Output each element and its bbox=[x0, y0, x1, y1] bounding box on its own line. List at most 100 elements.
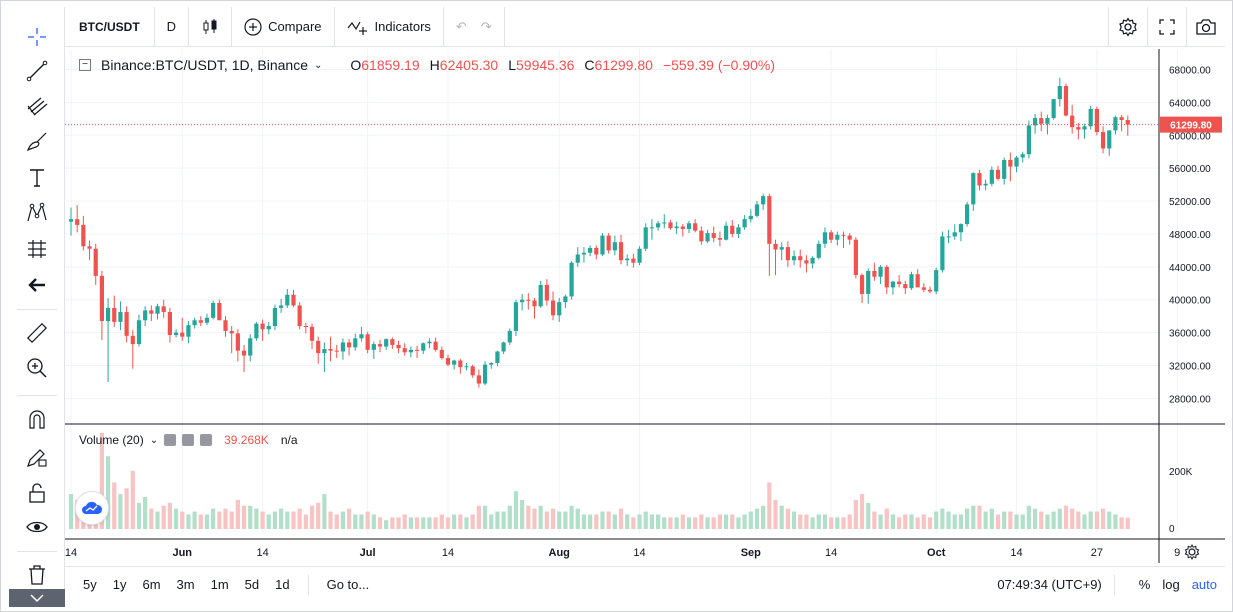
y-tick-label: 36000.00 bbox=[1169, 329, 1211, 340]
snapshot-button[interactable] bbox=[1186, 7, 1225, 47]
redo-icon[interactable]: ↷ bbox=[480, 18, 492, 34]
volume-bar bbox=[112, 482, 117, 529]
last-price-label-bg bbox=[1160, 116, 1222, 133]
range-1y[interactable]: 1y bbox=[112, 577, 127, 592]
open-value: 61859.19 bbox=[361, 57, 420, 73]
close-icon[interactable] bbox=[200, 434, 213, 446]
settings-button[interactable] bbox=[1108, 7, 1147, 47]
series-title[interactable]: Binance:BTC/USDT, 1D, Binance bbox=[101, 57, 308, 73]
candle-body bbox=[946, 236, 951, 238]
candle-body bbox=[965, 204, 970, 225]
volume-bar bbox=[433, 517, 438, 529]
candle-body bbox=[241, 350, 247, 356]
magnet-tool[interactable] bbox=[9, 403, 65, 435]
visibility-tool[interactable] bbox=[9, 511, 65, 543]
volume-legend: Volume (20) ⌄ 39.268K n/a bbox=[79, 433, 298, 447]
brush-tool[interactable] bbox=[9, 125, 65, 157]
volume-bar bbox=[897, 517, 902, 529]
candle-body bbox=[532, 300, 537, 307]
range-1m[interactable]: 1m bbox=[210, 577, 229, 592]
volume-bar bbox=[136, 502, 142, 529]
range-5d[interactable]: 5d bbox=[244, 577, 260, 592]
log-toggle[interactable]: log bbox=[1162, 577, 1180, 592]
candle-body bbox=[927, 289, 933, 292]
chevron-down-icon[interactable]: ⌄ bbox=[149, 434, 159, 446]
prediction-tool[interactable] bbox=[9, 233, 65, 265]
range-1d[interactable]: 1d bbox=[275, 577, 290, 592]
volume-bar bbox=[470, 514, 475, 529]
volume-bar bbox=[816, 514, 821, 529]
text-tool[interactable] bbox=[9, 161, 65, 193]
remove-drawings-tool[interactable] bbox=[9, 559, 65, 591]
indicators-button[interactable]: Indicators bbox=[335, 6, 444, 47]
interval-button[interactable]: D bbox=[155, 6, 190, 47]
volume-bar bbox=[971, 505, 976, 529]
candle-body bbox=[575, 254, 580, 263]
x-tick-label: 9 bbox=[1174, 547, 1180, 559]
volume-bar bbox=[686, 517, 692, 529]
volume-bar bbox=[822, 514, 828, 529]
volume-bar bbox=[958, 514, 964, 529]
clock-time[interactable]: 07:49:34 (UTC+9) bbox=[997, 577, 1102, 592]
fullscreen-button[interactable] bbox=[1147, 7, 1186, 47]
top-toolbar: BTC/USDT D Compare Indicato bbox=[65, 6, 1225, 47]
trend-line-tool[interactable] bbox=[9, 55, 65, 87]
x-tick-label: 14 bbox=[1010, 547, 1022, 559]
y-tick-label: 44000.00 bbox=[1169, 263, 1211, 274]
candle-body bbox=[569, 262, 574, 297]
volume-bar bbox=[767, 482, 772, 529]
percent-toggle[interactable]: % bbox=[1138, 577, 1151, 592]
lock-drawing-tool[interactable] bbox=[9, 441, 65, 473]
indicators-icon bbox=[347, 21, 367, 35]
collapse-legend-icon[interactable]: − bbox=[79, 59, 91, 71]
back-tool[interactable] bbox=[9, 269, 65, 301]
volume-bar bbox=[297, 508, 302, 529]
settings-icon[interactable] bbox=[182, 434, 195, 446]
collapse-toolbar-button[interactable] bbox=[9, 589, 65, 607]
range-3m[interactable]: 3m bbox=[176, 577, 195, 592]
crosshair-tool[interactable] bbox=[9, 21, 65, 53]
fib-tool[interactable] bbox=[9, 91, 65, 123]
volume-bar bbox=[600, 511, 605, 529]
compare-button[interactable]: Compare bbox=[232, 6, 335, 47]
lock-tool[interactable] bbox=[9, 477, 65, 509]
candle-body bbox=[557, 302, 562, 316]
volume-bar bbox=[266, 514, 271, 529]
goto-button[interactable]: Go to... bbox=[326, 577, 370, 592]
volume-bar bbox=[1026, 505, 1031, 529]
candle-body bbox=[649, 227, 655, 229]
volume-bar bbox=[866, 502, 871, 529]
chart-type-button[interactable] bbox=[189, 6, 233, 47]
volume-bar bbox=[1082, 514, 1087, 529]
volume-bar bbox=[791, 511, 797, 529]
visibility-icon[interactable] bbox=[164, 434, 177, 446]
pencil-lock-icon bbox=[27, 449, 47, 467]
volume-bar bbox=[1045, 514, 1050, 529]
volume-bar bbox=[1014, 514, 1019, 529]
volume-bar bbox=[130, 470, 135, 529]
candle-body bbox=[439, 349, 444, 359]
tradingview-logo[interactable] bbox=[75, 491, 109, 525]
candle-body bbox=[377, 344, 383, 347]
zoom-tool[interactable] bbox=[9, 352, 65, 384]
candle-body bbox=[890, 281, 896, 288]
undo-icon[interactable]: ↶ bbox=[455, 18, 467, 34]
candle-body bbox=[643, 227, 648, 249]
volume-title[interactable]: Volume (20) bbox=[79, 433, 144, 447]
range-5y[interactable]: 5y bbox=[83, 577, 97, 592]
pattern-tool[interactable] bbox=[9, 197, 65, 229]
candle-body bbox=[155, 306, 160, 314]
chevron-down-icon[interactable]: ⌄ bbox=[313, 59, 323, 71]
y-tick-label: 52000.00 bbox=[1169, 197, 1211, 208]
range-6m[interactable]: 6m bbox=[142, 577, 161, 592]
candle-body bbox=[322, 349, 327, 354]
candle-body bbox=[600, 235, 605, 255]
candle-body bbox=[705, 233, 710, 242]
measure-tool[interactable] bbox=[9, 317, 65, 349]
volume-bar bbox=[674, 517, 679, 529]
symbol-search-button[interactable]: BTC/USDT bbox=[65, 6, 155, 47]
volume-bar bbox=[464, 517, 469, 529]
auto-scale-toggle[interactable]: auto bbox=[1191, 577, 1217, 592]
volume-bar bbox=[872, 511, 877, 529]
